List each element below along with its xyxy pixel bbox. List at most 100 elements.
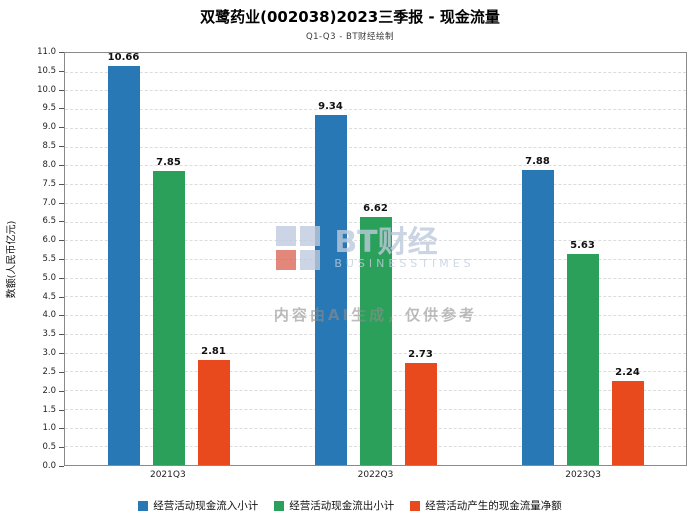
y-tick-mark xyxy=(59,146,64,148)
y-tick-label: 11.0 xyxy=(37,47,56,57)
bar-group: 10.66 7.85 2.81 xyxy=(107,52,230,465)
y-tick-label: 4.5 xyxy=(42,291,56,302)
bar-groups: 10.66 7.85 2.81 9.34 6.62 2.73 7.88 5.63 2.24 xyxy=(65,52,686,465)
chart-title: 双鹭药业(002038)2023三季报 - 现金流量 xyxy=(200,8,500,26)
y-tick-label: 9.5 xyxy=(42,103,56,114)
y-tick-mark xyxy=(59,390,64,392)
y-tick-mark xyxy=(59,127,64,129)
y-tick-mark xyxy=(59,202,64,204)
bar: 2.81 xyxy=(197,346,230,465)
y-tick-label: 6.0 xyxy=(42,235,56,246)
bar-value-label: 7.85 xyxy=(156,156,181,168)
bar-value-label: 6.62 xyxy=(363,203,388,215)
legend-swatch xyxy=(138,500,149,511)
bar: 9.34 xyxy=(314,101,347,465)
bar-fill xyxy=(404,362,437,465)
y-tick-mark xyxy=(59,221,64,223)
y-tick-label: 10.5 xyxy=(37,65,56,76)
y-tick-label: 7.0 xyxy=(42,197,56,208)
y-axis-tick-marks xyxy=(59,52,64,467)
bar-fill xyxy=(152,170,185,465)
y-tick-label: 7.5 xyxy=(42,178,56,189)
y-tick-label: 5.5 xyxy=(42,254,56,264)
y-tick-label: 8.0 xyxy=(42,159,56,170)
y-tick-label: 10.0 xyxy=(37,84,56,95)
y-tick-mark xyxy=(59,89,64,91)
y-tick-mark xyxy=(59,334,64,336)
y-tick-label: 6.5 xyxy=(42,216,56,227)
y-tick-label: 0.0 xyxy=(42,461,56,471)
bar-fill xyxy=(611,381,644,465)
legend-swatch xyxy=(410,500,421,511)
bar: 7.85 xyxy=(152,157,185,465)
y-tick-mark xyxy=(59,108,64,110)
plot-area: 10.66 7.85 2.81 9.34 6.62 2.73 7.88 5.63 2.24 BT… xyxy=(64,52,687,466)
legend-swatch xyxy=(274,500,285,511)
y-tick-label: 0.5 xyxy=(42,442,56,453)
gridline xyxy=(65,184,686,186)
bar-fill xyxy=(197,359,230,465)
y-tick-mark xyxy=(59,240,64,242)
gridline xyxy=(65,202,686,204)
y-tick-label: 1.0 xyxy=(42,423,56,434)
y-axis-tick-labels: 0.0 0.5 1.0 1.5 2.0 2.5 3.0 3.5 4.0 4.5 5.0 5.5 6.0 6… xyxy=(0,47,56,471)
y-tick-label: 3.5 xyxy=(42,329,56,340)
y-tick-mark xyxy=(59,466,64,467)
bar: 10.66 xyxy=(107,52,140,465)
bar-value-label: 9.34 xyxy=(318,101,343,113)
y-tick-label: 2.5 xyxy=(42,366,56,377)
bar: 6.62 xyxy=(359,203,392,465)
bar: 2.73 xyxy=(404,349,437,465)
legend-item: 经营活动产生的现金流量净额 xyxy=(410,498,562,513)
bar-value-label: 2.73 xyxy=(408,348,433,360)
bar-value-label: 7.88 xyxy=(525,155,550,167)
y-tick-mark xyxy=(59,371,64,373)
bar-fill xyxy=(314,115,347,465)
y-tick-mark xyxy=(59,277,64,279)
gridline xyxy=(65,90,686,92)
legend-label: 经营活动现金流出小计 xyxy=(289,500,395,512)
y-tick-label: 9.0 xyxy=(42,122,56,133)
bar-group: 9.34 6.62 2.73 xyxy=(314,53,437,465)
x-axis-labels: 2021Q3 2022Q3 2023Q3 xyxy=(64,470,687,480)
bar-fill xyxy=(566,254,599,465)
legend-label: 经营活动产生的现金流量净额 xyxy=(425,500,562,512)
gridline xyxy=(65,109,686,111)
bar-fill xyxy=(521,169,554,465)
gridline xyxy=(65,71,686,73)
y-tick-mark xyxy=(59,409,64,411)
bar-value-label: 10.66 xyxy=(107,51,140,63)
y-tick-mark xyxy=(59,447,64,449)
y-tick-label: 3.0 xyxy=(42,348,56,359)
bar-fill xyxy=(359,217,392,465)
y-tick-mark xyxy=(59,70,64,72)
bar-value-label: 5.63 xyxy=(570,240,595,252)
bar: 2.24 xyxy=(611,367,644,465)
y-tick-label: 5.0 xyxy=(42,272,56,283)
bar: 5.63 xyxy=(566,240,599,465)
y-tick-label: 4.0 xyxy=(42,310,56,321)
x-tick-label: 2022Q3 xyxy=(357,470,394,480)
gridline xyxy=(65,146,686,148)
y-tick-label: 8.5 xyxy=(42,141,56,152)
legend-item: 经营活动现金流入小计 xyxy=(138,498,258,513)
y-tick-label: 2.0 xyxy=(42,385,56,396)
y-tick-mark xyxy=(59,353,64,355)
y-tick-mark xyxy=(59,164,64,166)
bar-value-label: 2.24 xyxy=(615,367,640,379)
x-tick-label: 2023Q3 xyxy=(565,470,601,480)
y-tick-label: 1.5 xyxy=(42,404,56,415)
y-tick-mark xyxy=(59,296,64,298)
y-tick-mark xyxy=(59,315,64,317)
x-tick-label: 2021Q3 xyxy=(149,470,186,480)
y-tick-mark xyxy=(59,183,64,185)
y-tick-mark xyxy=(59,259,64,260)
legend: 经营活动现金流入小计 经营活动现金流出小计 经营活动产生的现金流量净额 xyxy=(0,498,700,513)
bar: 7.88 xyxy=(521,156,554,465)
legend-item: 经营活动现金流出小计 xyxy=(274,498,394,513)
gridline xyxy=(65,165,686,167)
y-tick-mark xyxy=(59,428,64,430)
bar-fill xyxy=(107,65,140,465)
y-tick-mark xyxy=(59,52,64,53)
